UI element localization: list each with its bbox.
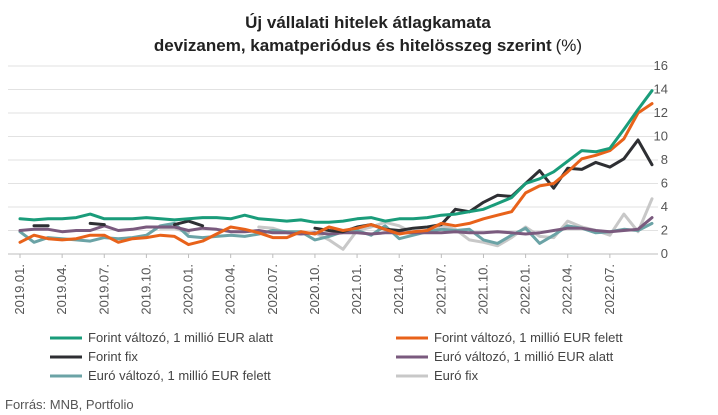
y-tick-label: 8 bbox=[661, 152, 668, 167]
x-tick-label: 2019.10. bbox=[138, 264, 153, 315]
chart-subtitle: devizanem, kamatperiódus és hitelösszeg … bbox=[154, 36, 582, 55]
legend-label: Euró változó, 1 millió EUR alatt bbox=[434, 349, 614, 364]
y-axis: 0 2 4 6 8 10 12 14 16 bbox=[654, 58, 668, 261]
y-tick-label: 14 bbox=[654, 82, 668, 97]
legend-label: Forint változó, 1 millió EUR alatt bbox=[88, 330, 273, 345]
series-line-3 bbox=[18, 216, 654, 236]
chart-subtitle-text: devizanem, kamatperiódus és hitelösszeg … bbox=[154, 36, 552, 55]
x-tick-label: 2019.04. bbox=[54, 264, 69, 315]
x-tick-label: 2021.01. bbox=[349, 264, 364, 315]
x-tick-label: 2022.07. bbox=[602, 264, 617, 315]
x-tick-label: 2021.10. bbox=[475, 264, 490, 315]
y-tick-label: 12 bbox=[654, 105, 668, 120]
source-note: Forrás: MNB, Portfolio bbox=[5, 397, 134, 412]
y-tick-label: 6 bbox=[661, 176, 668, 191]
series-line-1 bbox=[18, 102, 654, 247]
series-line-5 bbox=[158, 197, 654, 251]
legend-label: Euró fix bbox=[434, 368, 479, 383]
legend-label: Forint fix bbox=[88, 349, 138, 364]
plot-area bbox=[18, 89, 654, 251]
y-tick-label: 2 bbox=[661, 223, 668, 238]
y-tick-label: 10 bbox=[654, 129, 668, 144]
x-axis: 2019.01. 2019.04. 2019.07. 2019.10. 2020.01.… bbox=[12, 254, 617, 315]
x-tick-label: 2021.07. bbox=[433, 264, 448, 315]
x-tick-label: 2020.04. bbox=[223, 264, 238, 315]
x-tick-label: 2019.07. bbox=[96, 264, 111, 315]
x-tick-label: 2021.04. bbox=[391, 264, 406, 315]
y-tick-label: 0 bbox=[661, 246, 668, 261]
chart-unit: (%) bbox=[556, 36, 582, 55]
x-tick-label: 2022.01. bbox=[518, 264, 533, 315]
x-tick-label: 2022.04. bbox=[560, 264, 575, 315]
legend: Forint változó, 1 millió EUR alatt Forint… bbox=[50, 330, 623, 383]
x-tick-label: 2020.07. bbox=[265, 264, 280, 315]
legend-label: Euró változó, 1 millió EUR felett bbox=[88, 368, 271, 383]
x-tick-label: 2019.01. bbox=[12, 264, 27, 315]
x-tick-label: 2020.10. bbox=[307, 264, 322, 315]
series-line-2 bbox=[32, 138, 654, 234]
y-tick-label: 16 bbox=[654, 58, 668, 73]
chart-title: Új vállalati hitelek átlagkamata bbox=[245, 13, 491, 32]
x-tick-label: 2020.01. bbox=[181, 264, 196, 315]
y-tick-label: 4 bbox=[661, 199, 668, 214]
series-line-0 bbox=[18, 89, 654, 224]
legend-label: Forint változó, 1 millió EUR felett bbox=[434, 330, 623, 345]
